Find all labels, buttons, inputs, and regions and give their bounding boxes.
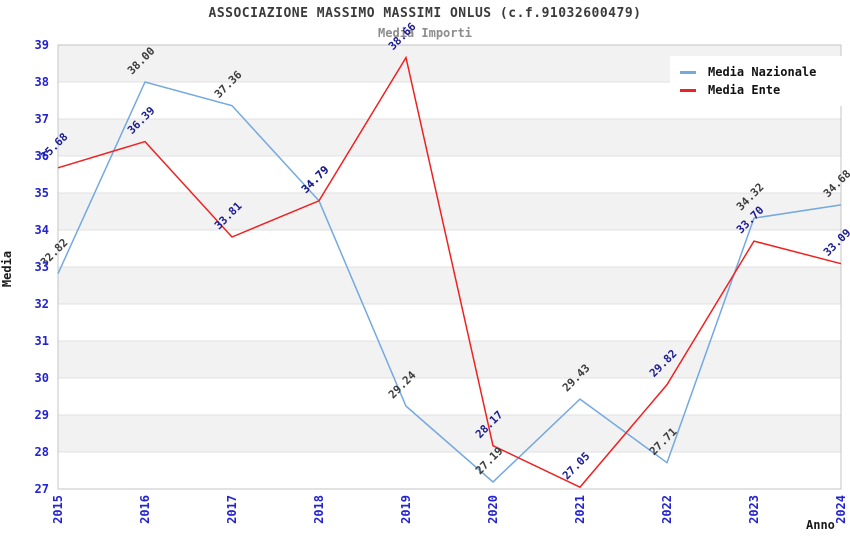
legend-item-media-ente: Media Ente xyxy=(680,82,848,98)
series-line-nazionale xyxy=(57,81,842,483)
legend-line-sample-ente xyxy=(680,88,696,92)
plot-band xyxy=(58,415,841,452)
legend: Media Nazionale Media Ente xyxy=(670,56,848,106)
x-tick-label: 2016 xyxy=(138,495,152,524)
y-tick-label: 37 xyxy=(35,112,49,126)
y-tick-label: 34 xyxy=(35,223,49,237)
y-tick-label: 36 xyxy=(35,149,49,163)
x-tick-label: 2019 xyxy=(399,495,413,524)
plot-band xyxy=(58,119,841,156)
x-tick-label: 2018 xyxy=(312,495,326,524)
y-tick-label: 32 xyxy=(35,297,49,311)
y-tick-label: 27 xyxy=(35,482,49,496)
y-tick-label: 31 xyxy=(35,334,49,348)
y-tick-label: 28 xyxy=(35,445,49,459)
x-axis-title: Anno xyxy=(806,518,835,532)
y-tick-label: 38 xyxy=(35,75,49,89)
plot-band xyxy=(58,156,841,193)
x-tick-label: 2015 xyxy=(51,495,65,524)
legend-line-sample-nazionale xyxy=(680,70,696,74)
plot-border xyxy=(57,44,842,490)
y-tick-label: 33 xyxy=(35,260,49,274)
plot-band xyxy=(58,452,841,489)
legend-label: Media Ente xyxy=(708,83,781,97)
chart-title: ASSOCIAZIONE MASSIMO MASSIMI ONLUS (c.f.… xyxy=(208,6,642,21)
y-tick-label: 35 xyxy=(35,186,49,200)
x-tick-label: 2024 xyxy=(834,495,848,524)
legend-item-media-nazionale: Media Nazionale xyxy=(680,64,848,80)
x-tick-label: 2022 xyxy=(660,495,674,524)
x-tick-label: 2017 xyxy=(225,495,239,524)
plot-band xyxy=(58,193,841,230)
plot-band xyxy=(58,304,841,341)
y-tick-label: 39 xyxy=(35,38,49,52)
x-tick-label: 2021 xyxy=(573,495,587,524)
chart-subtitle: Media Importi xyxy=(378,26,472,40)
x-tick-label: 2020 xyxy=(486,495,500,524)
y-tick-label: 30 xyxy=(35,371,49,385)
y-tick-label: 29 xyxy=(35,408,49,422)
legend-label: Media Nazionale xyxy=(708,65,817,79)
series-line-ente xyxy=(57,55,842,489)
plot-band xyxy=(58,267,841,304)
plot-band xyxy=(58,378,841,415)
x-tick-label: 2023 xyxy=(747,495,761,524)
plot-band xyxy=(58,341,841,378)
